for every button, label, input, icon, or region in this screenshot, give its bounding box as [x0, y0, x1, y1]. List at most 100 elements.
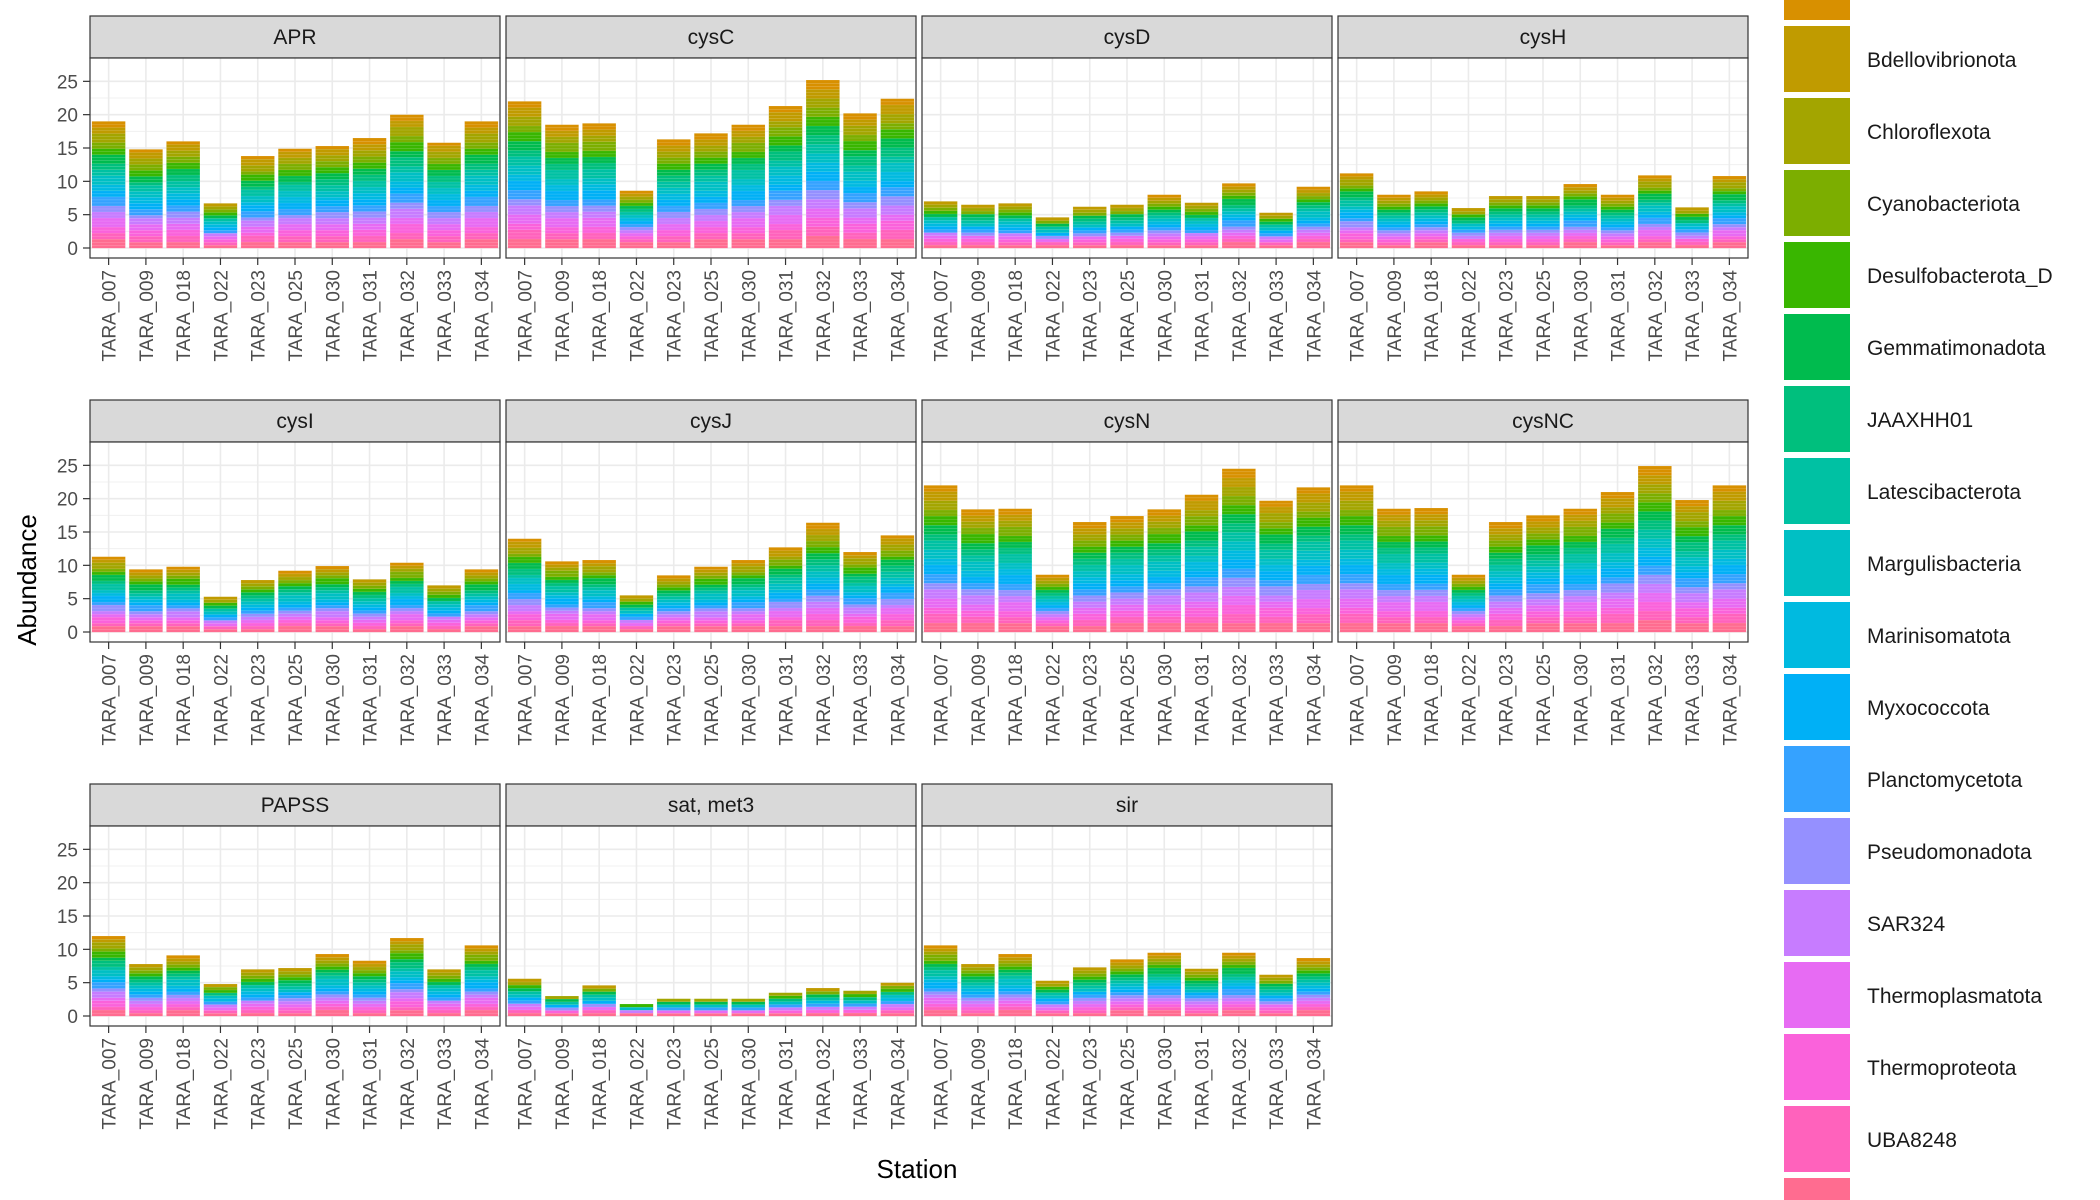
bar-segment — [923, 512, 958, 517]
bar-segment — [1526, 566, 1560, 570]
bar-segment — [656, 142, 691, 146]
bar-segment — [389, 982, 424, 987]
bar-segment — [507, 586, 542, 591]
bar-segment — [507, 610, 542, 615]
bar-segment — [1675, 219, 1710, 224]
bar-segment — [582, 205, 617, 209]
bar-segment — [1072, 1006, 1107, 1011]
bar-segment — [1072, 555, 1107, 560]
bar-segment — [91, 244, 126, 249]
bar-segment — [389, 961, 424, 966]
stacked-bar — [619, 190, 654, 249]
bar-segment — [731, 193, 766, 198]
facet-label: cysD — [1104, 26, 1151, 49]
bar-segment — [1296, 957, 1331, 962]
bar-segment — [656, 613, 691, 618]
bar-segment — [1259, 236, 1294, 240]
bar-segment — [843, 168, 878, 172]
bar-segment — [389, 571, 424, 576]
bar-segment — [656, 599, 691, 603]
x-tick-label: TARA_018 — [1422, 270, 1443, 362]
bar-segment — [464, 175, 499, 180]
bar-segment — [464, 972, 499, 977]
x-tick-label: TARA_022 — [627, 1038, 648, 1130]
bar-segment — [91, 145, 126, 149]
bar-segment — [1147, 1006, 1182, 1011]
stacked-bar — [1600, 194, 1635, 249]
bar-segment — [923, 497, 958, 501]
bar-segment — [1637, 577, 1672, 582]
bar-segment — [1563, 199, 1598, 203]
facet-label: cysNC — [1512, 410, 1574, 433]
bar-segment — [1637, 208, 1672, 213]
bar-segment — [1675, 547, 1710, 552]
bar-segment — [731, 178, 766, 183]
stacked-bar — [1184, 968, 1219, 1017]
stacked-bar — [1451, 207, 1486, 249]
bar-segment — [91, 238, 126, 243]
bar-segment — [464, 587, 499, 591]
stacked-bar — [1110, 515, 1144, 633]
bar-segment — [1110, 616, 1144, 621]
stacked-bar — [91, 121, 126, 249]
bar-segment — [1526, 205, 1560, 209]
bar-segment — [166, 165, 201, 170]
bar-segment — [619, 214, 654, 219]
bar-segment — [464, 190, 499, 195]
bar-segment — [166, 199, 201, 203]
bar-segment — [1526, 208, 1560, 212]
bar-segment — [1526, 625, 1560, 630]
bar-segment — [923, 524, 958, 529]
bar-segment — [582, 244, 617, 249]
bar-segment — [619, 1006, 654, 1011]
bar-segment — [768, 238, 803, 243]
bar-segment — [694, 214, 728, 219]
bar-segment — [166, 211, 201, 215]
bar-segment — [1110, 549, 1144, 554]
bar-segment — [1488, 625, 1523, 630]
bar-segment — [507, 140, 542, 145]
bar-segment — [427, 588, 462, 592]
x-tick-label: TARA_034 — [888, 1038, 909, 1130]
bar-segment — [1296, 601, 1331, 606]
bar-segment — [1221, 598, 1256, 603]
bar-segment — [1259, 586, 1294, 590]
bar-segment — [582, 208, 617, 212]
bar-segment — [1563, 202, 1598, 206]
bar-segment — [1488, 524, 1523, 529]
bar-segment — [1600, 580, 1635, 584]
stacked-bar — [1451, 574, 1486, 633]
bar-segment — [1600, 613, 1635, 618]
bar-segment — [507, 616, 542, 621]
bar-segment — [1110, 601, 1144, 605]
bar-segment — [315, 163, 350, 168]
bar-segment — [768, 154, 803, 158]
bar-segment — [656, 238, 691, 243]
bar-segment — [91, 972, 126, 977]
bar-segment — [960, 997, 995, 1002]
bar-segment — [544, 139, 579, 144]
bar-segment — [464, 966, 499, 971]
bar-segment — [1072, 622, 1107, 627]
stacked-bar — [240, 155, 275, 249]
bar-segment — [1259, 604, 1294, 608]
bar-segment — [1675, 625, 1710, 630]
legend-label: SAR324 — [1867, 913, 1946, 936]
bar-segment — [805, 607, 840, 612]
bar-segment — [731, 202, 766, 207]
bar-segment — [1600, 616, 1635, 621]
bar-segment — [694, 614, 728, 618]
bar-segment — [507, 553, 542, 558]
bar-segment — [582, 613, 617, 618]
bar-segment — [1184, 555, 1219, 560]
bar-segment — [315, 565, 350, 570]
x-tick-label: TARA_009 — [969, 1038, 990, 1130]
bar-segment — [880, 171, 915, 176]
bar-segment — [1637, 589, 1672, 594]
bar-segment — [1712, 552, 1747, 556]
bar-segment — [1600, 564, 1635, 569]
bar-segment — [843, 177, 878, 182]
bar-segment — [843, 116, 878, 120]
bar-segment — [315, 148, 350, 153]
